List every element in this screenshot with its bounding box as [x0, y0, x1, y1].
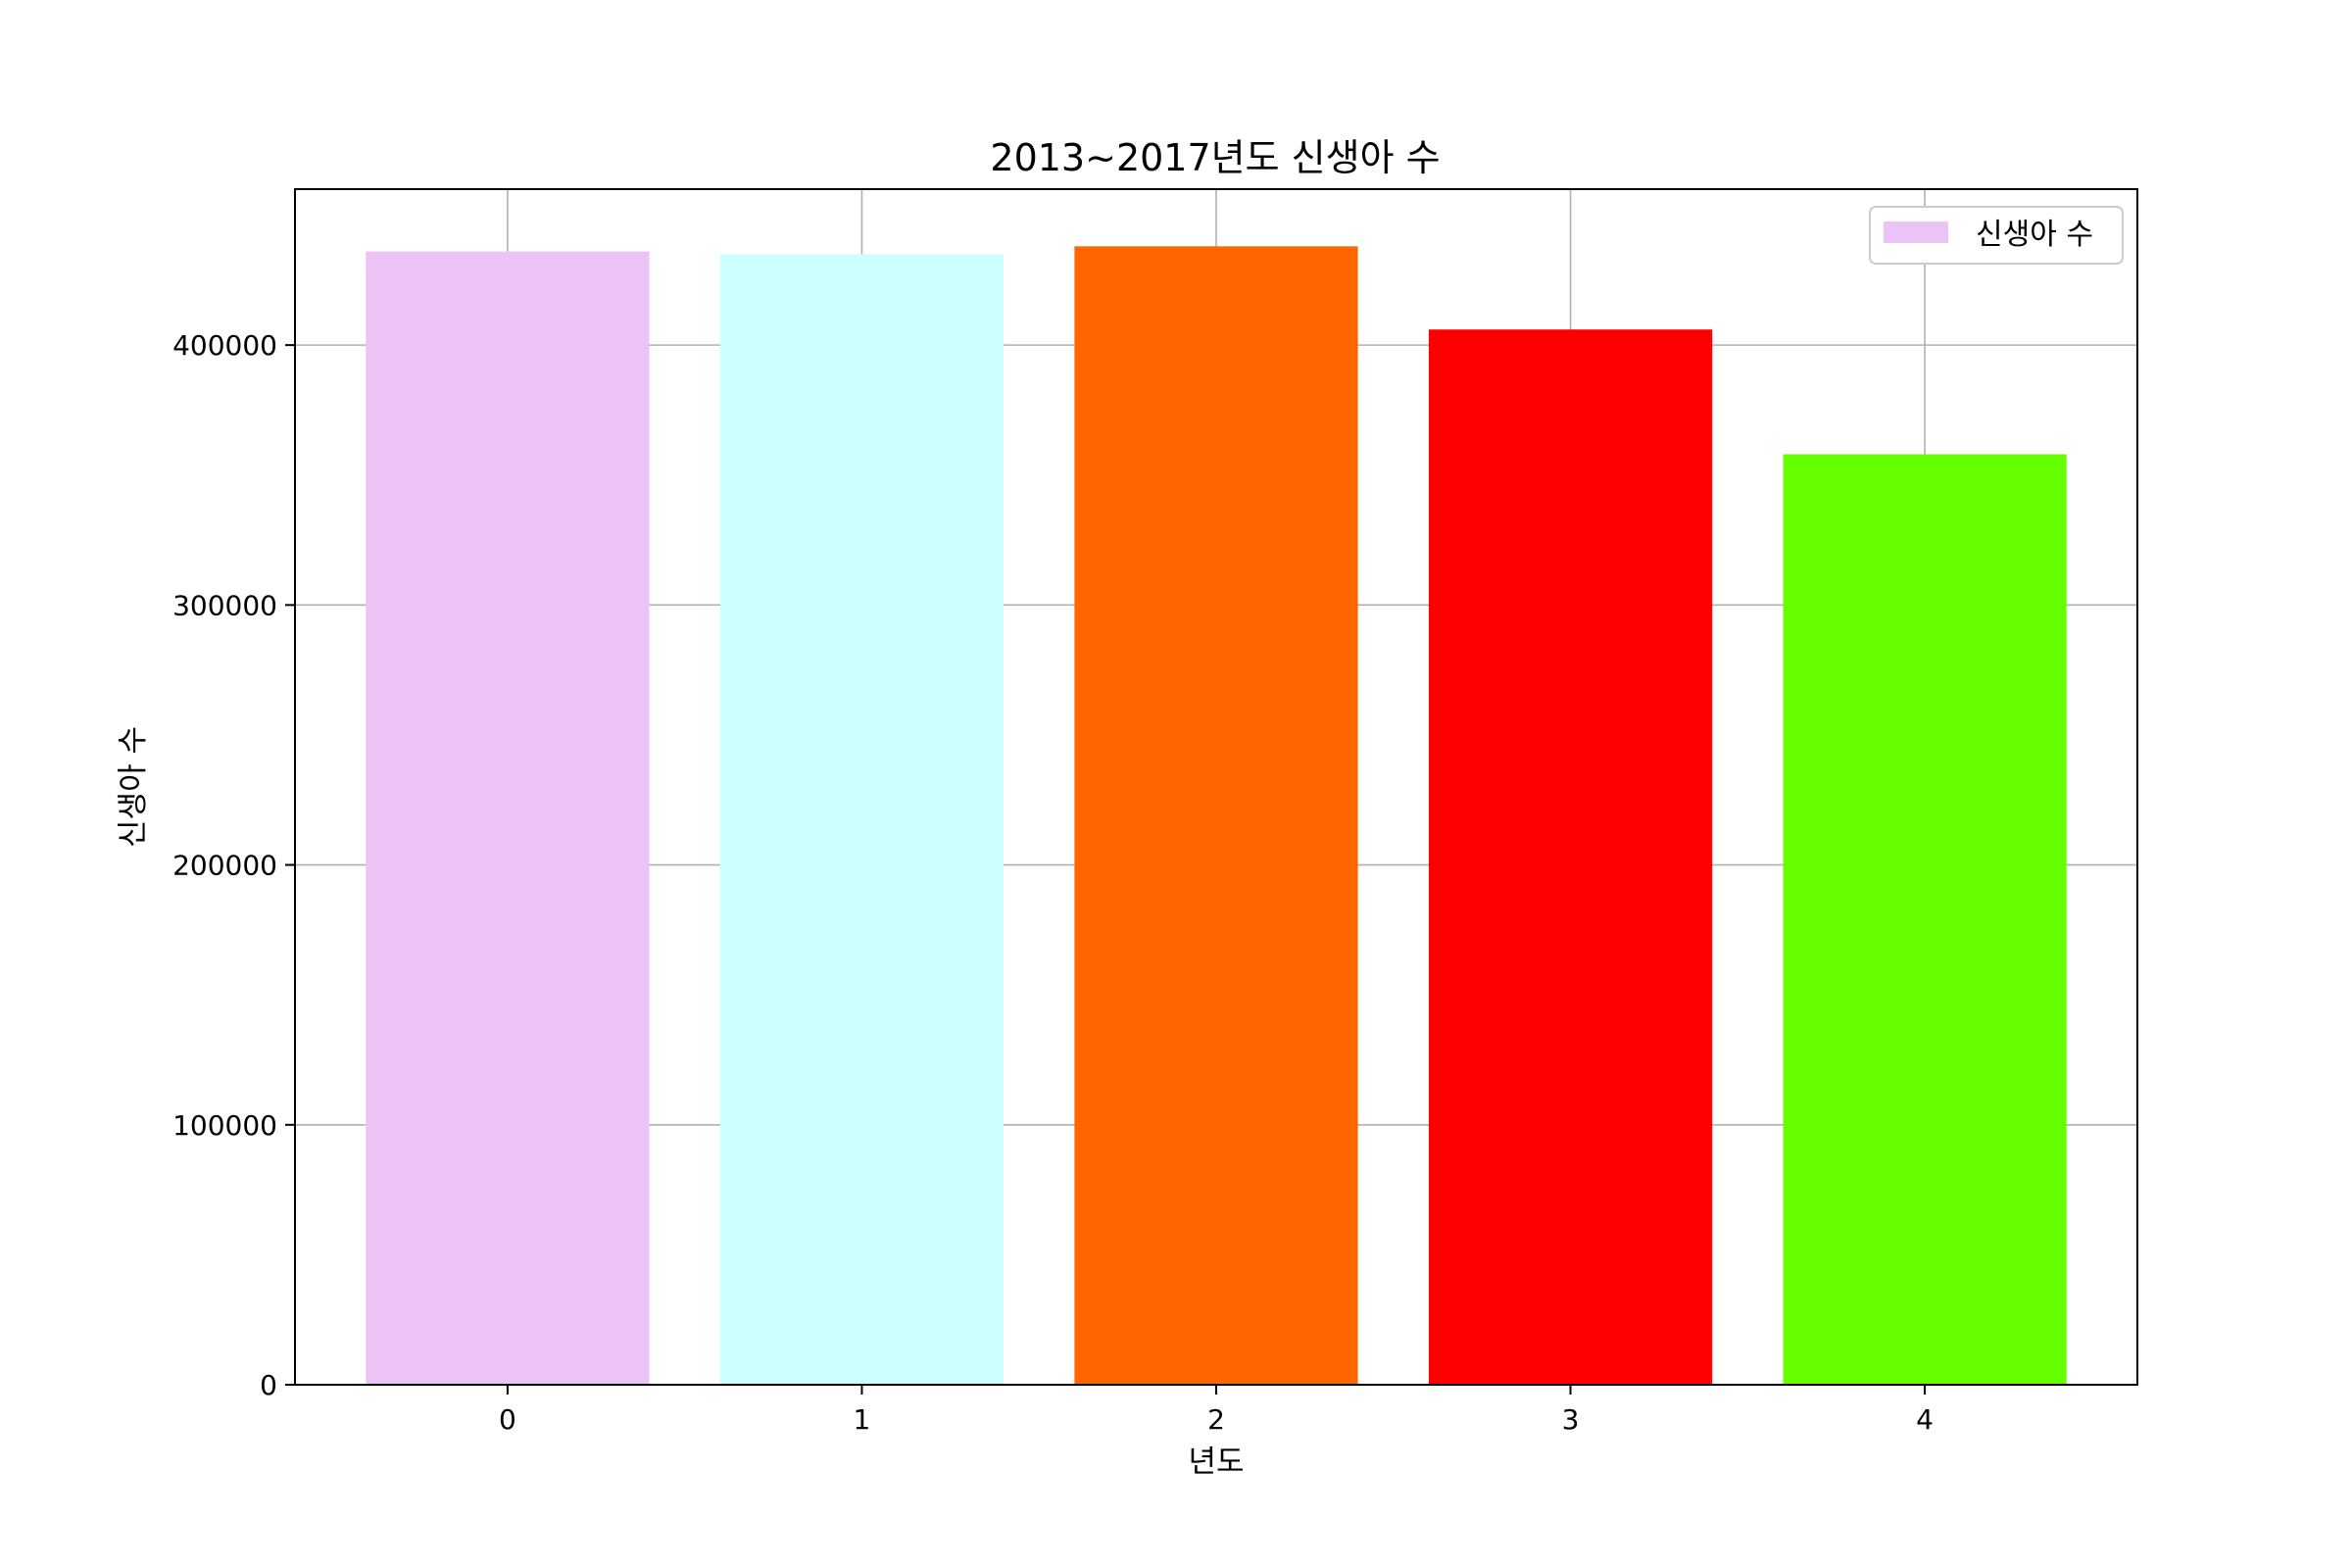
bar-0 — [366, 251, 650, 1386]
bar-1 — [719, 254, 1004, 1386]
y-tick-label: 400000 — [172, 329, 277, 362]
x-axis-ticks: 0 1 2 3 4 — [499, 1385, 1934, 1436]
legend: 신생아 수 — [1869, 206, 2124, 265]
y-tick-label: 100000 — [172, 1109, 277, 1142]
chart-title: 2013~2017년도 신생아 수 — [990, 136, 1440, 179]
x-tick-label: 2 — [1207, 1403, 1225, 1436]
bar-4 — [1783, 454, 2067, 1385]
y-tick-label: 200000 — [172, 850, 277, 882]
x-tick-label: 4 — [1916, 1403, 1934, 1436]
x-tick-label: 3 — [1562, 1403, 1580, 1436]
x-tick-label: 0 — [499, 1403, 516, 1436]
x-tick-label: 1 — [854, 1403, 871, 1436]
y-axis-ticks: 0 100000 200000 300000 400000 — [172, 329, 295, 1401]
y-tick-label: 300000 — [172, 589, 277, 621]
y-axis-label: 신생아 수 — [116, 726, 151, 848]
y-tick-label: 0 — [260, 1369, 277, 1401]
bar-3 — [1428, 329, 1713, 1385]
legend-swatch — [1884, 221, 1948, 243]
legend-label: 신생아 수 — [1976, 218, 2093, 252]
x-axis-label: 년도 — [1188, 1445, 1244, 1480]
legend-box — [1869, 206, 2124, 265]
bars-group — [366, 246, 2067, 1386]
bar-2 — [1074, 246, 1358, 1386]
